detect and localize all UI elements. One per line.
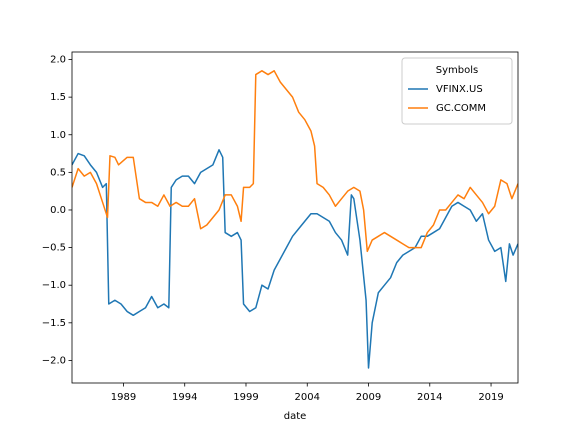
legend-title: Symbols <box>436 65 478 76</box>
y-tick-label: −2.0 <box>42 355 66 366</box>
x-tick-label: 2019 <box>478 392 503 403</box>
y-tick-label: 0.5 <box>50 167 66 178</box>
line-series <box>72 70 518 253</box>
x-tick-label: 2014 <box>417 392 442 403</box>
y-tick-label: −0.5 <box>42 243 66 254</box>
x-tick-label: 1994 <box>172 392 197 403</box>
x-tick-label: 2009 <box>356 392 381 403</box>
y-tick-label: 2.0 <box>50 55 66 66</box>
y-tick-label: −1.0 <box>42 280 66 291</box>
x-tick-label: 1999 <box>233 392 258 403</box>
plot-frame <box>71 51 519 384</box>
legend-label: GC.COMM <box>436 103 486 114</box>
y-tick-label: 0.0 <box>50 205 66 216</box>
line-series <box>72 149 518 369</box>
x-axis-label: date <box>284 411 307 422</box>
y-tick-label: −1.5 <box>42 318 66 329</box>
x-tick-label: 1989 <box>111 392 136 403</box>
legend-label: VFINX.US <box>436 84 483 95</box>
x-tick-label: 2004 <box>295 392 320 403</box>
y-tick-label: 1.5 <box>50 92 66 103</box>
y-tick-label: 1.0 <box>50 130 66 141</box>
legend-box <box>401 57 513 125</box>
